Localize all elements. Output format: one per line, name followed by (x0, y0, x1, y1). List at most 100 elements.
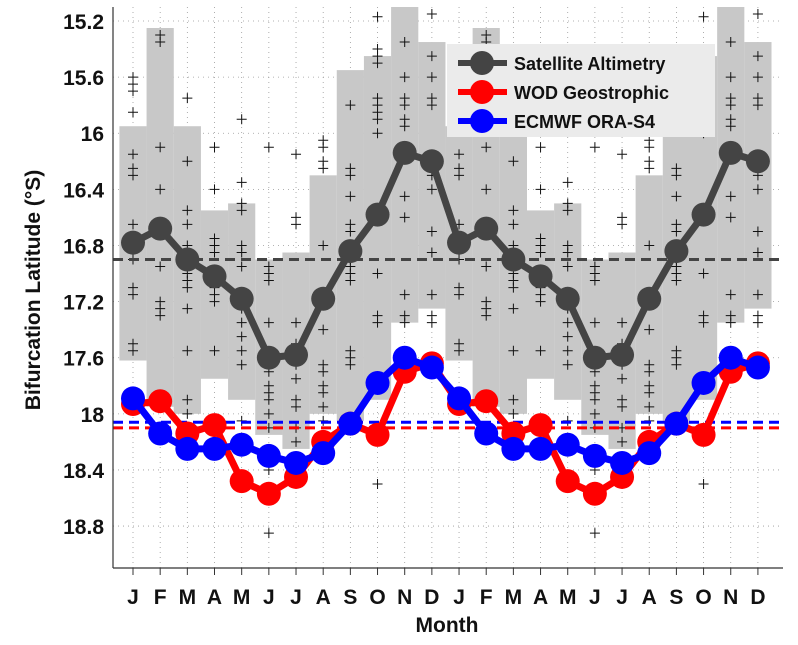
year-marker (155, 184, 166, 195)
legend: Satellite Altimetry WOD Geostrophic ECMWF … (447, 44, 715, 137)
year-marker (752, 226, 763, 237)
year-marker (671, 170, 682, 181)
data-point (202, 436, 227, 461)
data-point (501, 247, 526, 272)
year-marker (426, 51, 437, 62)
y-tick-labels: 15.2 15.6 16 16.4 16.8 17.2 17.6 18 18.4 18.8 (63, 11, 104, 539)
year-marker (426, 100, 437, 111)
year-marker (617, 317, 628, 328)
year-marker (535, 345, 546, 356)
data-point (365, 202, 390, 227)
year-marker (508, 303, 519, 314)
year-marker (454, 345, 465, 356)
year-marker (128, 170, 138, 181)
y-tick-label: 17.6 (63, 348, 104, 371)
legend-marker (470, 51, 494, 75)
year-marker (481, 142, 492, 153)
year-marker (345, 275, 356, 286)
year-marker (426, 247, 437, 258)
x-tick-label: A (316, 586, 331, 609)
y-tick-label: 16.4 (63, 179, 104, 202)
year-marker (481, 261, 492, 272)
year-marker (508, 205, 519, 216)
data-point (284, 450, 309, 475)
year-marker (426, 184, 437, 195)
year-marker (263, 317, 274, 328)
year-marker (725, 100, 736, 111)
year-marker (345, 226, 356, 237)
data-point (447, 386, 472, 411)
year-marker (671, 191, 682, 202)
year-marker (182, 282, 193, 293)
legend-marker (470, 109, 494, 133)
year-marker (535, 142, 546, 153)
year-marker (318, 240, 329, 251)
x-tick-label: A (642, 586, 657, 609)
year-marker (426, 226, 437, 237)
x-tick-label: F (480, 586, 493, 609)
year-marker (644, 163, 655, 174)
data-point (528, 436, 553, 461)
x-tick-label: J (290, 586, 302, 609)
year-marker (291, 149, 302, 160)
year-marker (345, 191, 356, 202)
year-marker (399, 121, 410, 132)
data-point (474, 389, 499, 414)
year-marker (725, 37, 736, 48)
y-tick-label: 18.8 (63, 516, 104, 539)
year-marker (589, 142, 600, 153)
year-marker (236, 317, 247, 328)
year-marker (399, 212, 410, 223)
data-point (610, 342, 635, 367)
data-point (664, 411, 689, 436)
year-marker (617, 149, 628, 160)
year-marker (752, 8, 763, 19)
y-tick-label: 15.6 (63, 67, 104, 90)
year-marker (263, 142, 274, 153)
year-marker (617, 373, 628, 384)
year-marker (562, 359, 573, 370)
y-tick-label: 18.4 (63, 460, 104, 483)
data-point (528, 413, 553, 438)
year-marker (698, 478, 709, 489)
year-marker (155, 261, 166, 272)
data-point (528, 264, 553, 289)
year-marker (128, 107, 138, 118)
year-marker (399, 37, 410, 48)
x-tick-label: D (424, 586, 439, 609)
year-marker (291, 436, 302, 447)
year-marker (182, 345, 193, 356)
x-tick-label: J (616, 586, 628, 609)
year-marker (182, 156, 193, 167)
year-marker (562, 261, 573, 272)
data-point (256, 443, 281, 468)
year-marker (644, 387, 655, 398)
year-marker (725, 212, 736, 223)
year-marker (155, 37, 166, 48)
data-point (148, 216, 173, 241)
year-marker (372, 478, 383, 489)
year-marker (236, 114, 247, 125)
year-marker (236, 247, 247, 258)
x-tick-label: F (154, 586, 167, 609)
legend-label: WOD Geostrophic (514, 83, 669, 103)
year-marker (454, 149, 465, 160)
year-marker (481, 184, 492, 195)
year-marker (209, 184, 220, 195)
x-tick-label: A (207, 586, 222, 609)
x-tick-label: M (233, 586, 251, 609)
year-marker (263, 528, 274, 539)
data-point (745, 355, 770, 380)
x-tick-label: N (723, 586, 738, 609)
year-marker (725, 72, 736, 83)
year-marker (617, 219, 628, 230)
year-marker (535, 184, 546, 195)
year-marker (752, 72, 763, 83)
year-marker (589, 528, 600, 539)
x-tick-label: M (505, 586, 523, 609)
data-point (175, 247, 200, 272)
year-marker (345, 359, 356, 370)
year-marker (399, 191, 410, 202)
year-marker (236, 205, 247, 216)
y-tick-label: 16.8 (63, 235, 104, 258)
